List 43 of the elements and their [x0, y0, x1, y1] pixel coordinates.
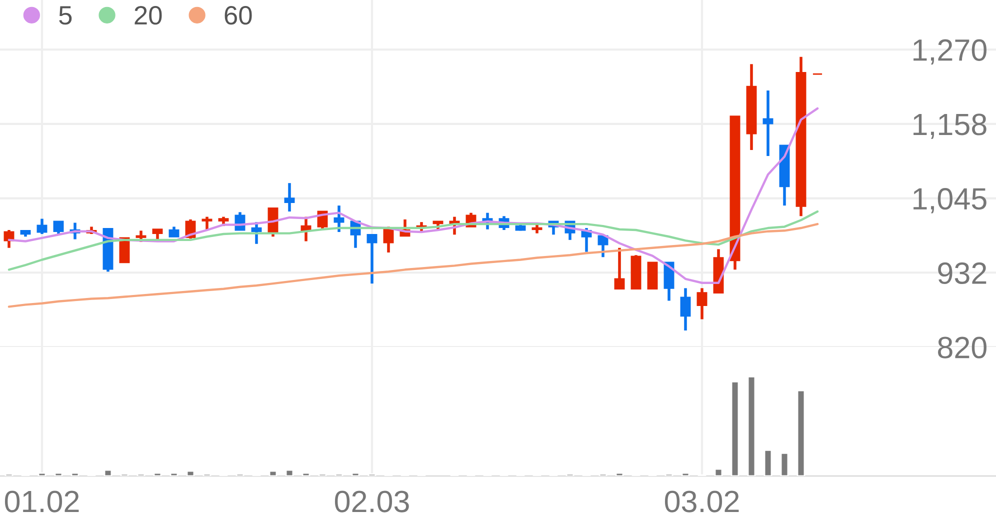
bar — [796, 390, 806, 476]
bar — [104, 469, 112, 476]
bar — [285, 469, 294, 476]
bar — [170, 472, 178, 476]
bar — [70, 472, 80, 476]
y-tick-label: 820 — [938, 336, 986, 358]
line-series — [8, 222, 819, 308]
candlestick — [202, 215, 212, 231]
candlestick — [53, 220, 64, 236]
legend-label: 20 — [134, 6, 162, 25]
candlestick — [696, 286, 708, 321]
bar — [681, 472, 690, 476]
bar — [780, 452, 789, 476]
x-tick-label: 02.03 — [334, 490, 409, 512]
candlestick — [168, 225, 180, 238]
y-tick-label: 932 — [938, 262, 986, 284]
bar — [38, 472, 46, 476]
candlestick — [680, 286, 691, 332]
candlestick — [152, 228, 163, 242]
candlestick — [366, 233, 378, 285]
y-tick-label: 1,045 — [914, 188, 986, 214]
bar — [153, 472, 162, 476]
bar — [764, 449, 772, 476]
bar — [351, 472, 360, 476]
bar — [186, 470, 195, 476]
bar — [302, 472, 310, 476]
candlestick — [762, 89, 774, 158]
candlestick — [36, 217, 48, 236]
legend-label: 5 — [59, 6, 72, 25]
bar — [615, 472, 624, 476]
bar — [730, 380, 740, 476]
bar — [54, 472, 63, 476]
y-tick-label: 1,270 — [914, 39, 986, 65]
x-tick-label: 01.02 — [4, 490, 79, 512]
x-tick-label: 03.02 — [664, 490, 739, 512]
bar — [747, 376, 756, 476]
line-series — [8, 210, 819, 271]
legend-label: 60 — [224, 6, 252, 25]
bar — [268, 470, 278, 476]
candlestick — [614, 246, 625, 290]
candlestick — [284, 182, 295, 213]
bar — [714, 468, 723, 476]
y-tick-label: 1,158 — [914, 114, 986, 139]
